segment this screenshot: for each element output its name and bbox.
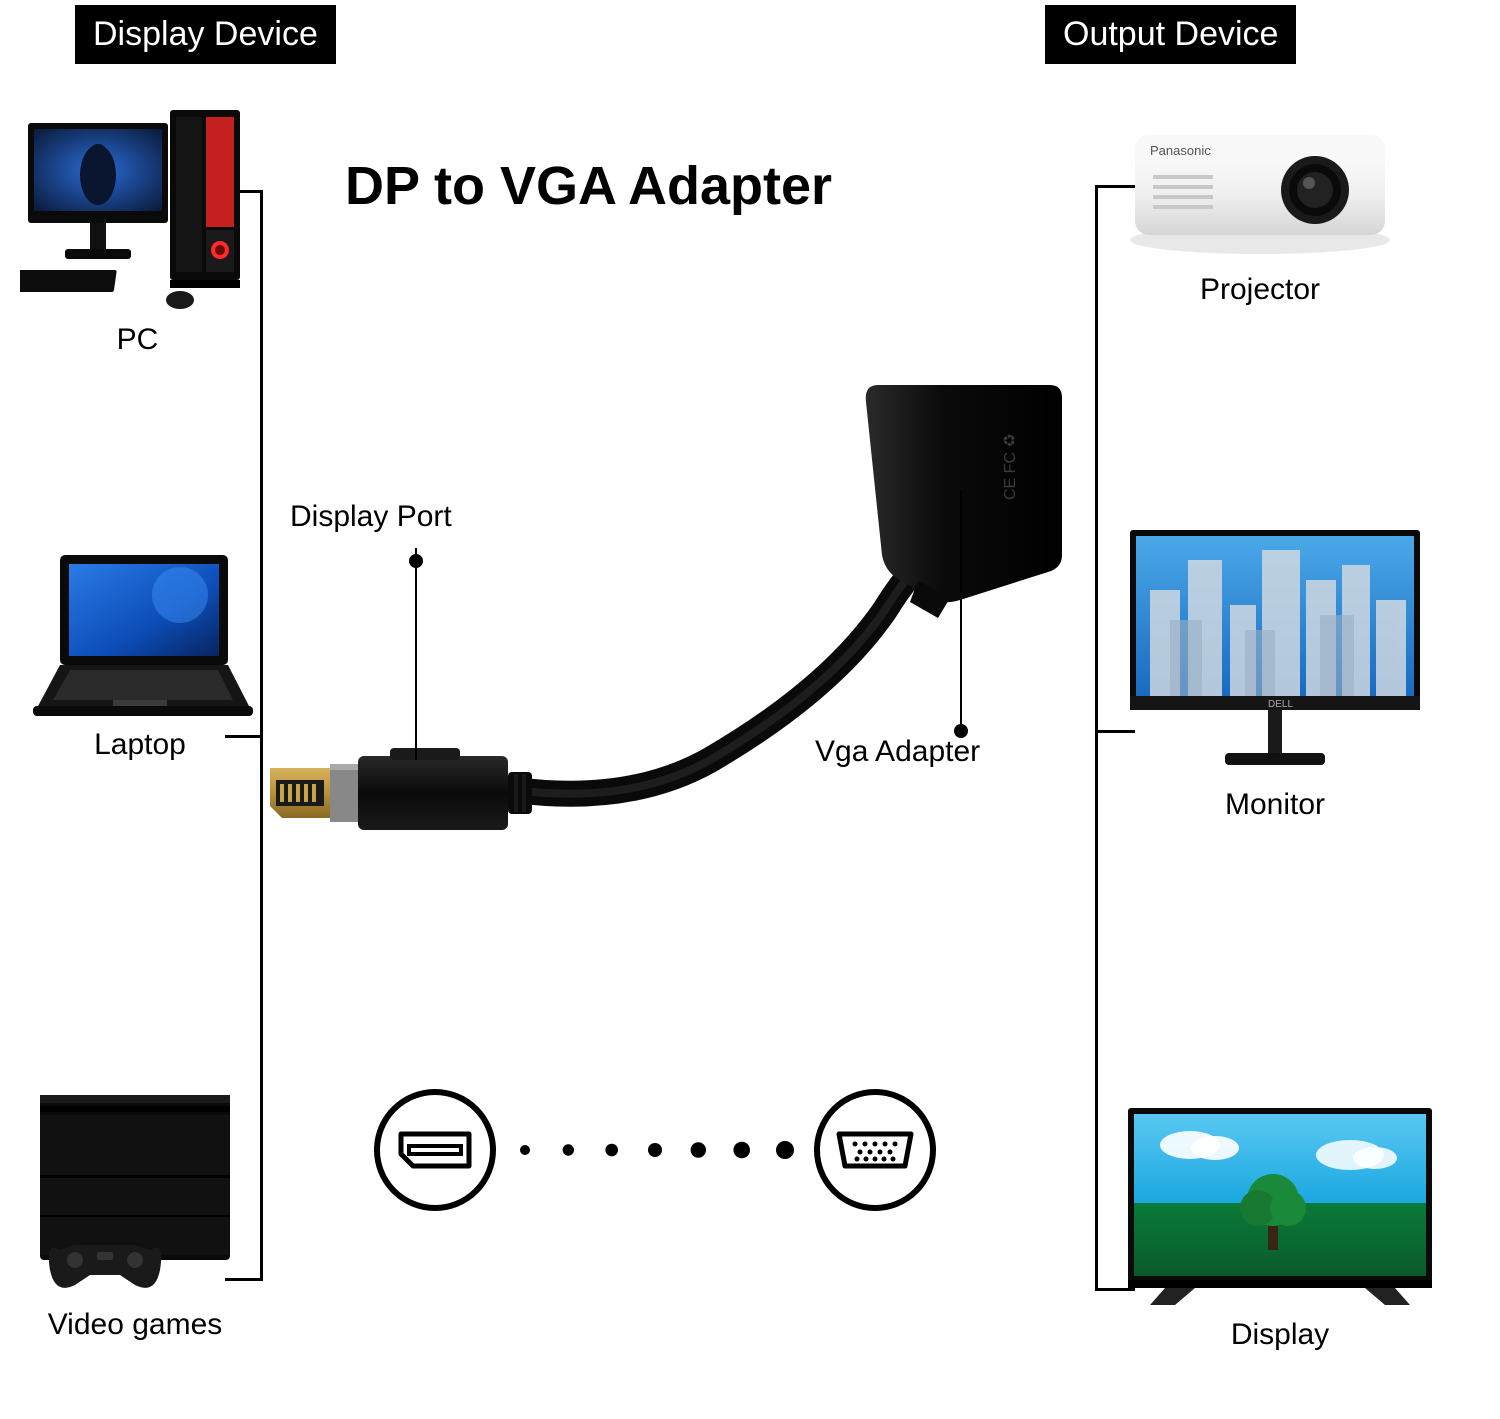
svg-text:CE FC ♻: CE FC ♻ bbox=[1002, 433, 1019, 500]
vga-callout-label: Vga Adapter bbox=[815, 735, 980, 769]
device-laptop: Laptop bbox=[25, 550, 255, 762]
laptop-icon bbox=[25, 550, 255, 720]
svg-text:Panasonic: Panasonic bbox=[1150, 143, 1211, 158]
projector-icon: Panasonic bbox=[1115, 105, 1405, 265]
laptop-label: Laptop bbox=[25, 728, 255, 762]
games-label: Video games bbox=[10, 1308, 260, 1342]
header-display-device: Display Device bbox=[75, 5, 336, 64]
dp-callout-label: Display Port bbox=[290, 500, 452, 534]
pc-label: PC bbox=[20, 323, 255, 357]
pc-icon bbox=[20, 105, 255, 315]
dp-callout-line bbox=[415, 548, 417, 760]
game-console-icon bbox=[10, 1080, 260, 1300]
device-video-games: Video games bbox=[10, 1080, 260, 1342]
dp-callout-dot bbox=[409, 554, 423, 568]
device-pc: PC bbox=[20, 105, 255, 357]
device-monitor: DELL Monitor bbox=[1120, 520, 1430, 822]
monitor-label: Monitor bbox=[1120, 788, 1430, 822]
projector-label: Projector bbox=[1115, 273, 1405, 307]
device-display: Display bbox=[1120, 1100, 1440, 1352]
device-projector: Panasonic Projector bbox=[1115, 105, 1405, 307]
monitor-icon: DELL bbox=[1120, 520, 1430, 780]
display-tv-icon bbox=[1120, 1100, 1440, 1310]
right-bus-line bbox=[1095, 185, 1098, 1290]
vga-callout-dot bbox=[954, 724, 968, 738]
svg-text:DELL: DELL bbox=[1268, 699, 1293, 710]
display-label: Display bbox=[1120, 1318, 1440, 1352]
adapter-illustration: CE FC ♻ bbox=[270, 380, 1070, 910]
vga-callout-line bbox=[960, 490, 962, 730]
port-connection-diagram bbox=[365, 1080, 945, 1220]
header-output-device: Output Device bbox=[1045, 5, 1296, 64]
main-title: DP to VGA Adapter bbox=[345, 155, 832, 217]
